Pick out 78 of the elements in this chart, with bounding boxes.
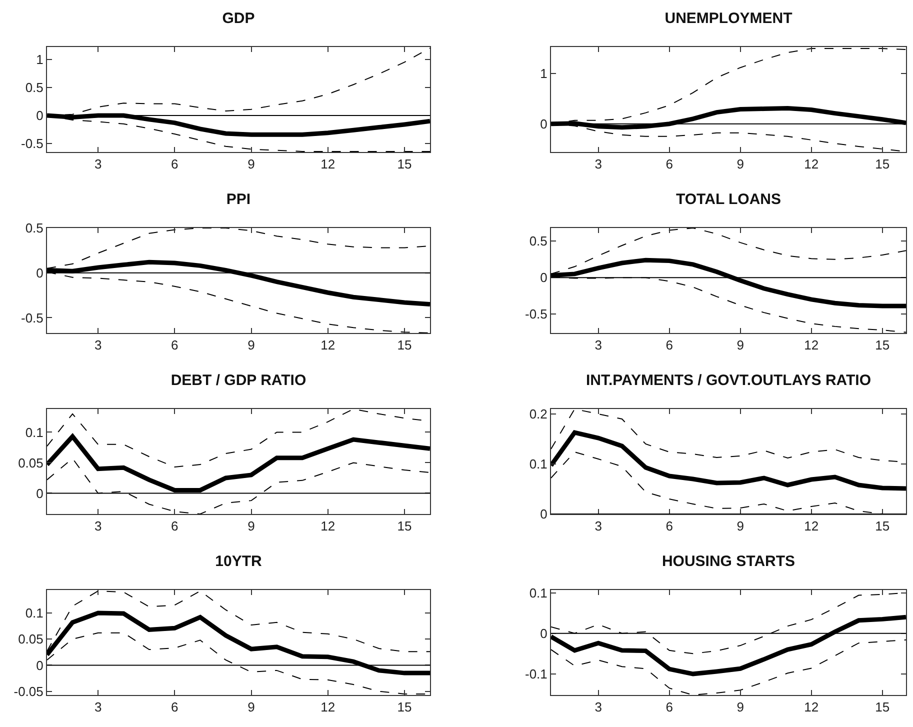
chart-title: 10YTR (215, 553, 262, 570)
x-tick-label: 3 (594, 156, 602, 172)
y-tick-label: 1 (36, 52, 44, 67)
x-tick-label: 9 (248, 700, 255, 715)
y-tick-label: 0 (36, 265, 44, 280)
line-series (47, 458, 430, 514)
y-tick-label: 0.1 (529, 585, 548, 600)
x-tick-label: 9 (248, 156, 255, 172)
y-tick-label: -0.5 (524, 306, 548, 322)
x-tick-label: 6 (171, 518, 178, 534)
x-tick-label: 15 (397, 156, 412, 172)
x-tick-label: 6 (171, 156, 178, 172)
x-tick-label: 12 (804, 700, 819, 715)
x-tick-label: 3 (594, 700, 602, 715)
y-tick-label: 0.05 (18, 632, 44, 647)
y-tick-label: -0.5 (20, 310, 44, 326)
x-tick-label: 15 (875, 338, 890, 353)
line-series (551, 430, 906, 491)
x-tick-label: 6 (666, 518, 673, 534)
y-tick-label: -0.5 (20, 136, 44, 152)
x-tick-label: 3 (94, 700, 102, 715)
x-tick-label: 3 (594, 338, 602, 353)
chart-title: TOTAL LOANS (676, 191, 781, 208)
x-tick-label: 15 (875, 700, 890, 715)
x-tick-label: 9 (736, 518, 744, 534)
x-tick-label: 6 (666, 338, 673, 353)
chart-title: DEBT / GDP RATIO (170, 372, 306, 390)
y-tick-label: 0 (36, 108, 44, 124)
line-series (551, 614, 906, 676)
x-tick-label: 9 (736, 700, 744, 715)
x-tick-label: 3 (94, 338, 102, 353)
chart-title: HOUSING STARTS (662, 553, 796, 570)
x-tick-label: 9 (248, 338, 255, 353)
x-tick-label: 12 (320, 156, 336, 172)
x-tick-label: 15 (397, 338, 412, 353)
x-tick-label: 3 (594, 518, 602, 534)
x-tick-label: 12 (804, 518, 819, 534)
x-tick-label: 12 (804, 156, 819, 172)
x-tick-label: 9 (736, 156, 744, 172)
x-tick-label: 15 (397, 518, 412, 534)
y-tick-label: 0.05 (18, 455, 44, 470)
y-tick-label: -0.05 (14, 684, 44, 699)
chart-title: GDP (222, 10, 255, 28)
y-tick-label: 0.2 (529, 406, 548, 422)
chart-title: UNEMPLOYMENT (664, 10, 792, 28)
x-tick-label: 12 (320, 700, 336, 715)
chart-title: PPI (226, 191, 251, 208)
x-tick-label: 6 (171, 700, 178, 715)
x-tick-label: 9 (248, 518, 255, 534)
x-tick-label: 3 (94, 518, 102, 534)
y-tick-label: 1 (540, 66, 548, 82)
x-tick-label: 6 (171, 338, 178, 353)
y-tick-label: 0 (540, 116, 548, 132)
y-tick-label: 0 (36, 486, 44, 501)
line-series (47, 434, 430, 492)
chart-title: INT.PAYMENTS / GOVT.OUTLAYS RATIO (586, 372, 872, 390)
x-tick-label: 6 (666, 156, 673, 172)
y-tick-label: 0 (540, 506, 548, 522)
x-tick-label: 3 (94, 156, 102, 172)
y-tick-label: 0 (540, 626, 548, 641)
x-tick-label: 15 (875, 518, 890, 534)
x-tick-label: 15 (875, 156, 890, 172)
x-tick-label: 12 (320, 338, 336, 353)
y-tick-label: 0 (36, 658, 44, 673)
y-tick-label: 0.5 (25, 80, 44, 95)
y-tick-label: -0.1 (524, 666, 548, 682)
y-tick-label: 0 (540, 270, 548, 286)
x-tick-label: 15 (397, 700, 412, 715)
y-tick-label: 0.5 (25, 220, 44, 236)
y-tick-label: 0.1 (25, 606, 44, 621)
y-tick-label: 0.1 (25, 424, 44, 440)
x-tick-label: 6 (666, 700, 673, 715)
y-tick-label: 0.1 (529, 456, 548, 472)
x-tick-label: 12 (804, 338, 819, 353)
y-tick-label: 0.5 (529, 234, 548, 249)
x-tick-label: 12 (320, 518, 336, 534)
line-series (551, 639, 906, 695)
x-tick-label: 9 (736, 338, 744, 353)
